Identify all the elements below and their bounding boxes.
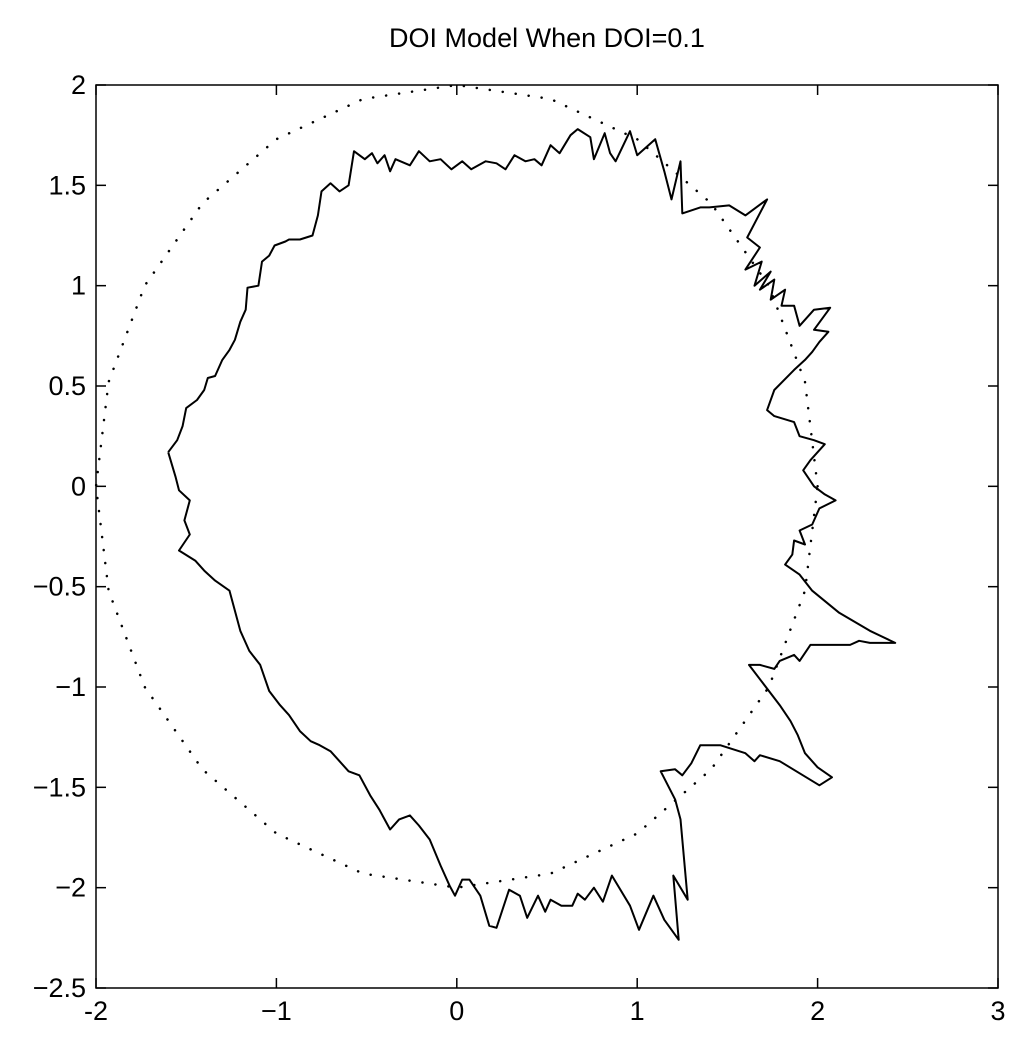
y-tick-label: 0.5 <box>48 371 86 401</box>
y-tick-label: −1 <box>55 672 86 702</box>
data-line <box>167 128 897 941</box>
plot-frame <box>95 84 999 989</box>
x-tick-label: -2 <box>84 996 108 1026</box>
y-tick-label: 1.5 <box>48 170 86 200</box>
x-tick-label: 2 <box>810 996 825 1026</box>
x-tick-label: 0 <box>449 996 464 1026</box>
y-tick-label: 1 <box>71 271 86 301</box>
x-tick-label: 1 <box>630 996 645 1026</box>
y-tick-label: 2 <box>71 70 86 100</box>
x-tick-label: −1 <box>261 996 292 1026</box>
dotted-curve <box>94 83 819 889</box>
y-tick-label: −1.5 <box>33 772 86 802</box>
y-tick-label: −0.5 <box>33 572 86 602</box>
x-tick-label: 3 <box>990 996 1005 1026</box>
y-tick-label: 0 <box>71 471 86 501</box>
y-tick-label: −2 <box>55 873 86 903</box>
y-tick-label: −2.5 <box>33 973 86 1003</box>
chart-title: DOI Model When DOI=0.1 <box>389 23 705 53</box>
